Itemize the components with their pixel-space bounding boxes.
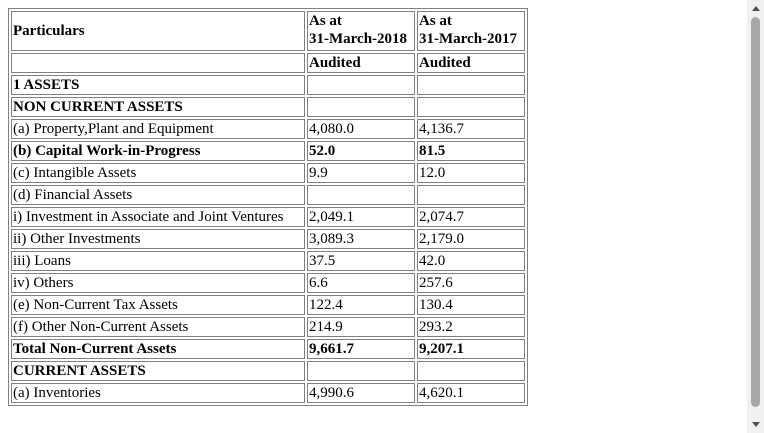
header-col-2018: As at 31-March-2018 <box>307 11 415 51</box>
row-value-2018: 4,080.0 <box>307 119 415 139</box>
row-value-2017: 2,074.7 <box>417 207 525 227</box>
header-col-2018-line1: As at <box>309 13 342 29</box>
row-value-2018: 4,990.6 <box>307 383 415 403</box>
row-label: 1 ASSETS <box>11 75 305 95</box>
row-label: (d) Financial Assets <box>11 185 305 205</box>
table-row: i) Investment in Associate and Joint Ven… <box>11 207 525 227</box>
row-label: (e) Non-Current Tax Assets <box>11 295 305 315</box>
row-value-2017: 130.4 <box>417 295 525 315</box>
row-label: i) Investment in Associate and Joint Ven… <box>11 207 305 227</box>
table-row: (a) Inventories 4,990.6 4,620.1 <box>11 383 525 403</box>
row-value-2018: 2,049.1 <box>307 207 415 227</box>
row-label: (b) Capital Work-in-Progress <box>11 141 305 161</box>
row-value-2017 <box>417 361 525 381</box>
table-row: CURRENT ASSETS <box>11 361 525 381</box>
row-value-2018: 3,089.3 <box>307 229 415 249</box>
row-value-2018: 6.6 <box>307 273 415 293</box>
row-label: iii) Loans <box>11 251 305 271</box>
table-row: (d) Financial Assets <box>11 185 525 205</box>
table-row: iii) Loans 37.5 42.0 <box>11 251 525 271</box>
row-value-2017: 42.0 <box>417 251 525 271</box>
table-row: 1 ASSETS <box>11 75 525 95</box>
table-status-row: Audited Audited <box>11 53 525 73</box>
row-label: (c) Intangible Assets <box>11 163 305 183</box>
row-label: (a) Inventories <box>11 383 305 403</box>
row-value-2017: 257.6 <box>417 273 525 293</box>
row-value-2017: 81.5 <box>417 141 525 161</box>
scroll-up-button[interactable] <box>747 0 764 17</box>
row-value-2017 <box>417 75 525 95</box>
header-particulars: Particulars <box>11 11 305 51</box>
header-col-2018-line2: 31-March-2018 <box>309 31 408 47</box>
table-row: (a) Property,Plant and Equipment 4,080.0 4… <box>11 119 525 139</box>
row-value-2017 <box>417 185 525 205</box>
row-label: (a) Property,Plant and Equipment <box>11 119 305 139</box>
balance-sheet-table: Particulars As at 31-March-2018 As at 31… <box>8 8 528 406</box>
row-value-2018 <box>307 97 415 117</box>
scrollbar-thumb[interactable] <box>751 17 760 407</box>
row-value-2018: 52.0 <box>307 141 415 161</box>
status-2018: Audited <box>307 53 415 73</box>
row-label: ii) Other Investments <box>11 229 305 249</box>
row-value-2018: 122.4 <box>307 295 415 315</box>
row-value-2017: 2,179.0 <box>417 229 525 249</box>
row-value-2018: 9.9 <box>307 163 415 183</box>
row-value-2018: 214.9 <box>307 317 415 337</box>
table-row: ii) Other Investments 3,089.3 2,179.0 <box>11 229 525 249</box>
row-value-2017: 12.0 <box>417 163 525 183</box>
scroll-down-button[interactable] <box>747 416 764 433</box>
table-row: Total Non-Current Assets 9,661.7 9,207.1 <box>11 339 525 359</box>
row-value-2017 <box>417 97 525 117</box>
triangle-down-icon <box>751 422 760 427</box>
table-row: (c) Intangible Assets 9.9 12.0 <box>11 163 525 183</box>
header-col-2017-line1: As at <box>419 13 452 29</box>
row-label: Total Non-Current Assets <box>11 339 305 359</box>
table-row: (b) Capital Work-in-Progress 52.0 81.5 <box>11 141 525 161</box>
row-value-2018: 9,661.7 <box>307 339 415 359</box>
status-2017: Audited <box>417 53 525 73</box>
row-value-2017: 4,136.7 <box>417 119 525 139</box>
row-label: iv) Others <box>11 273 305 293</box>
header-col-2017: As at 31-March-2017 <box>417 11 525 51</box>
status-empty-cell <box>11 53 305 73</box>
row-value-2018 <box>307 185 415 205</box>
vertical-scrollbar[interactable] <box>747 0 764 433</box>
triangle-up-icon <box>751 6 760 11</box>
header-col-2017-line2: 31-March-2017 <box>419 31 518 47</box>
row-value-2018: 37.5 <box>307 251 415 271</box>
table-row: (f) Other Non-Current Assets 214.9 293.2 <box>11 317 525 337</box>
row-label: CURRENT ASSETS <box>11 361 305 381</box>
row-label: NON CURRENT ASSETS <box>11 97 305 117</box>
row-value-2018 <box>307 75 415 95</box>
row-label: (f) Other Non-Current Assets <box>11 317 305 337</box>
table-row: (e) Non-Current Tax Assets 122.4 130.4 <box>11 295 525 315</box>
row-value-2018 <box>307 361 415 381</box>
table-row: NON CURRENT ASSETS <box>11 97 525 117</box>
row-value-2017: 9,207.1 <box>417 339 525 359</box>
row-value-2017: 4,620.1 <box>417 383 525 403</box>
table-row: iv) Others 6.6 257.6 <box>11 273 525 293</box>
row-value-2017: 293.2 <box>417 317 525 337</box>
table-header-row: Particulars As at 31-March-2018 As at 31… <box>11 11 525 51</box>
